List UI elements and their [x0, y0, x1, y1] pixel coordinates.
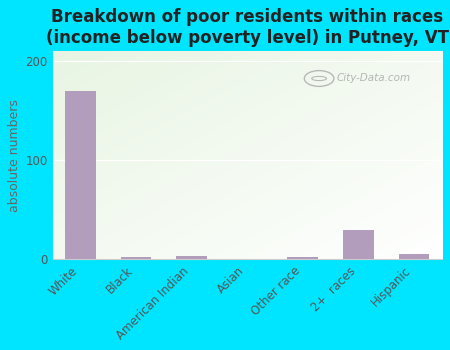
Y-axis label: absolute numbers: absolute numbers [9, 99, 21, 212]
Bar [343, 230, 373, 259]
Bar [288, 257, 318, 259]
Bar [121, 257, 151, 259]
Bar [399, 254, 429, 259]
Title: Breakdown of poor residents within races
(income below poverty level) in Putney,: Breakdown of poor residents within races… [45, 8, 449, 47]
Bar [65, 91, 96, 259]
Bar [176, 257, 207, 259]
Text: City-Data.com: City-Data.com [337, 74, 411, 84]
